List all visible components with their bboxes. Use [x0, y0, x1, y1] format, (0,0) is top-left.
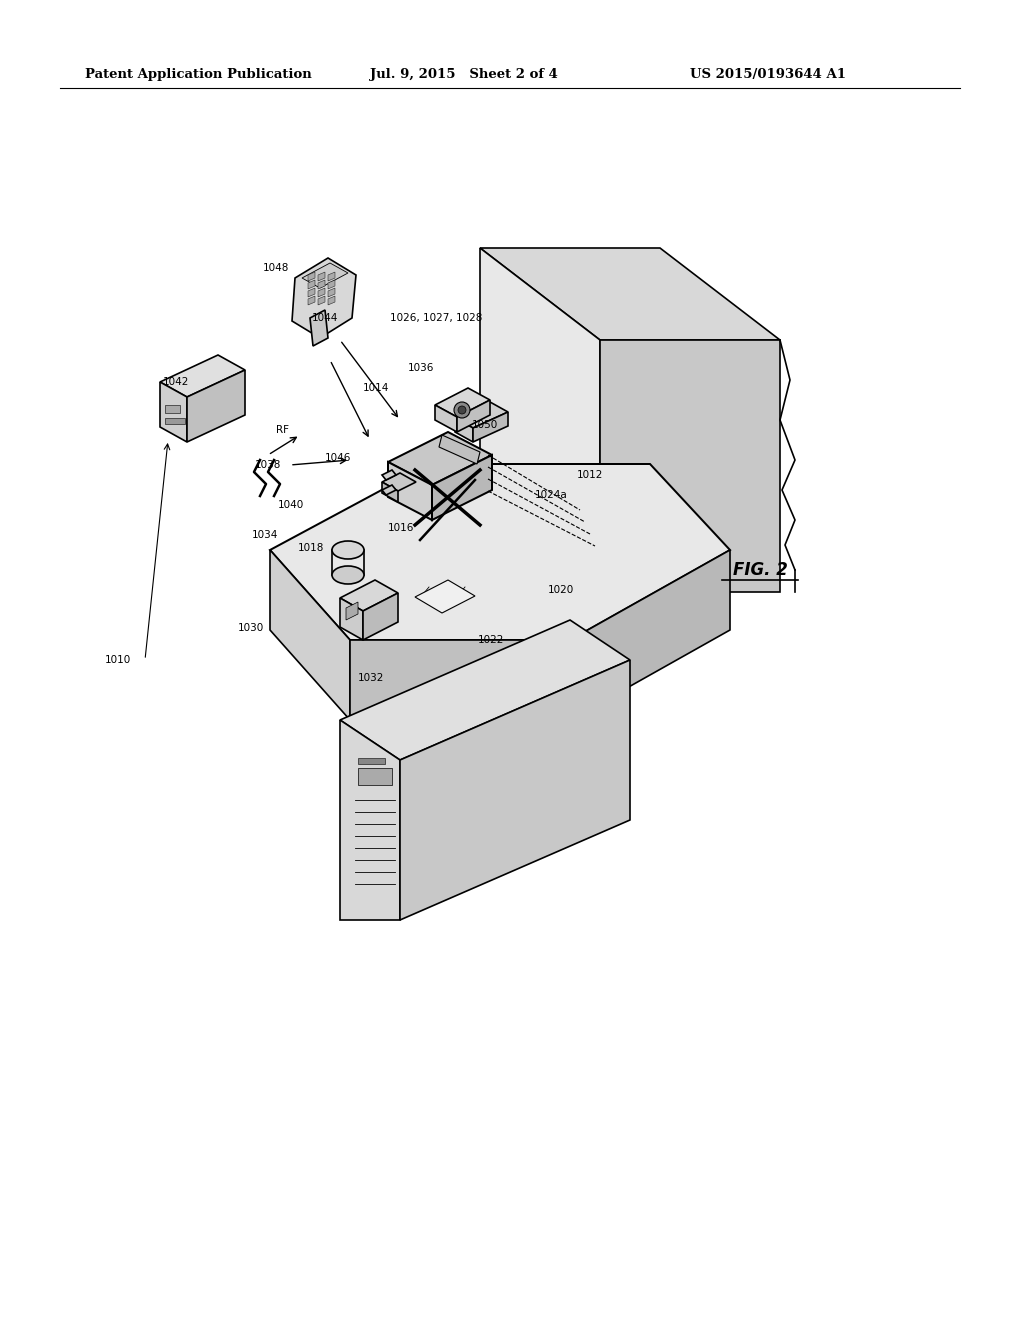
Polygon shape: [318, 280, 325, 289]
Polygon shape: [318, 296, 325, 305]
Text: 1024a: 1024a: [535, 490, 567, 500]
Text: 1048: 1048: [263, 263, 290, 273]
Polygon shape: [328, 272, 335, 281]
Polygon shape: [362, 593, 398, 640]
Text: 1044: 1044: [312, 313, 338, 323]
Polygon shape: [473, 412, 508, 442]
Text: 1036: 1036: [408, 363, 434, 374]
Polygon shape: [302, 263, 348, 288]
Polygon shape: [457, 400, 490, 432]
Ellipse shape: [332, 566, 364, 583]
Text: 1016: 1016: [388, 523, 415, 533]
Text: 1030: 1030: [238, 623, 264, 634]
Polygon shape: [435, 388, 490, 417]
Polygon shape: [340, 620, 630, 760]
Polygon shape: [310, 310, 328, 346]
Polygon shape: [340, 598, 362, 640]
Polygon shape: [308, 296, 315, 305]
Text: 1040: 1040: [278, 500, 304, 510]
Polygon shape: [328, 296, 335, 305]
Polygon shape: [165, 405, 180, 413]
Polygon shape: [340, 579, 398, 611]
Polygon shape: [439, 436, 480, 465]
Polygon shape: [480, 248, 600, 591]
Polygon shape: [388, 462, 432, 520]
Polygon shape: [382, 482, 398, 502]
Text: 1026, 1027, 1028: 1026, 1027, 1028: [390, 313, 482, 323]
Polygon shape: [187, 370, 245, 442]
Text: US 2015/0193644 A1: US 2015/0193644 A1: [690, 69, 846, 81]
Polygon shape: [270, 550, 350, 719]
Polygon shape: [160, 355, 245, 397]
Polygon shape: [328, 280, 335, 289]
Polygon shape: [318, 272, 325, 281]
Polygon shape: [165, 418, 185, 424]
Polygon shape: [570, 550, 730, 719]
Text: 1022: 1022: [478, 635, 505, 645]
Polygon shape: [346, 602, 358, 620]
Polygon shape: [318, 288, 325, 297]
Polygon shape: [480, 248, 780, 341]
Polygon shape: [358, 758, 385, 764]
Polygon shape: [270, 465, 730, 640]
Polygon shape: [308, 288, 315, 297]
Text: 1042: 1042: [163, 378, 189, 387]
Polygon shape: [340, 719, 400, 920]
Polygon shape: [358, 768, 392, 785]
Text: Jul. 9, 2015   Sheet 2 of 4: Jul. 9, 2015 Sheet 2 of 4: [370, 69, 558, 81]
Polygon shape: [382, 473, 416, 491]
Text: 1034: 1034: [252, 531, 279, 540]
Polygon shape: [388, 432, 492, 484]
Polygon shape: [308, 280, 315, 289]
Polygon shape: [455, 403, 508, 428]
Polygon shape: [415, 579, 475, 612]
Circle shape: [458, 407, 466, 414]
Text: FIG. 2: FIG. 2: [732, 561, 787, 579]
Polygon shape: [432, 455, 492, 520]
Text: 1032: 1032: [358, 673, 384, 682]
Text: Patent Application Publication: Patent Application Publication: [85, 69, 311, 81]
Text: 1050: 1050: [472, 420, 499, 430]
Text: 1038: 1038: [255, 459, 282, 470]
Polygon shape: [455, 418, 473, 442]
Text: 1010: 1010: [105, 655, 131, 665]
Polygon shape: [382, 484, 396, 495]
Text: 1020: 1020: [548, 585, 574, 595]
Polygon shape: [328, 288, 335, 297]
Polygon shape: [350, 640, 570, 719]
Text: RF: RF: [276, 425, 289, 436]
Text: 1012: 1012: [577, 470, 603, 480]
Polygon shape: [292, 257, 356, 338]
Text: 1046: 1046: [325, 453, 351, 463]
Polygon shape: [600, 341, 780, 591]
Polygon shape: [435, 405, 457, 432]
Text: 1014: 1014: [362, 383, 389, 393]
Polygon shape: [160, 381, 187, 442]
Polygon shape: [382, 470, 396, 480]
Ellipse shape: [332, 541, 364, 558]
Circle shape: [454, 403, 470, 418]
Text: 1018: 1018: [298, 543, 325, 553]
Polygon shape: [308, 272, 315, 281]
Polygon shape: [400, 660, 630, 920]
